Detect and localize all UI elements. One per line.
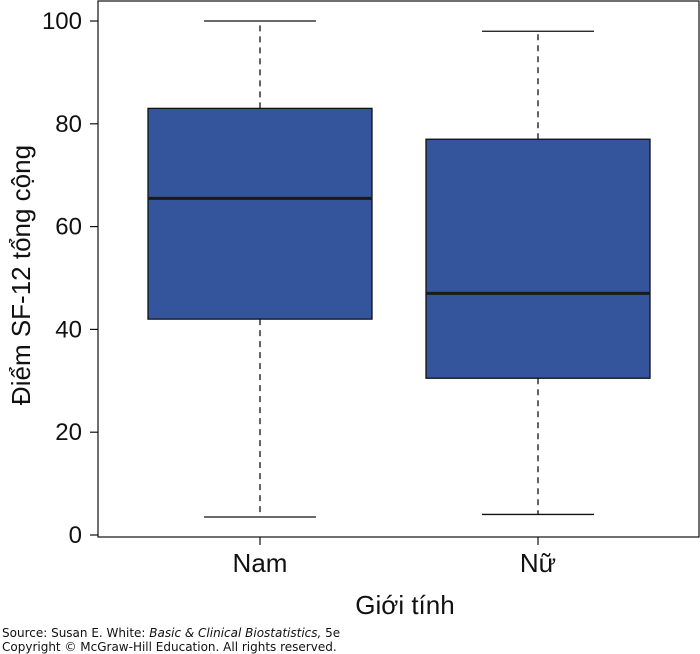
source-edition: 5e [321, 626, 341, 640]
copyright-text: Copyright © McGraw-Hill Education. All r… [2, 640, 337, 654]
x-tick-label: Nữ [520, 548, 556, 578]
source-prefix: Source: Susan E. White: [2, 626, 150, 640]
y-axis: 0 20 40 60 80 100 [42, 8, 98, 549]
y-tick-label: 0 [69, 522, 82, 549]
y-axis-title: Điểm SF-12 tổng cộng [6, 145, 36, 405]
box-nu [425, 30, 651, 516]
source-book-title: Basic & Clinical Biostatistics, [149, 626, 322, 640]
copyright-notice: Copyright © McGraw-Hill Education. All r… [2, 640, 337, 654]
y-tick-label: 60 [55, 214, 82, 241]
box-nam [147, 20, 373, 518]
plot-frame [97, 0, 700, 538]
y-tick-label: 40 [55, 316, 82, 343]
x-tick-label: Nam [233, 548, 288, 578]
iqr-box [147, 107, 373, 320]
x-axis-title: Giới tính [355, 590, 454, 620]
iqr-box [425, 138, 651, 379]
y-tick-label: 80 [55, 111, 82, 138]
y-tick-label: 100 [42, 8, 82, 35]
x-axis: Nam Nữ [233, 537, 556, 578]
source-credit: Source: Susan E. White: Basic & Clinical… [2, 626, 340, 640]
y-tick-label: 20 [55, 419, 82, 446]
plot-area [97, 0, 700, 538]
